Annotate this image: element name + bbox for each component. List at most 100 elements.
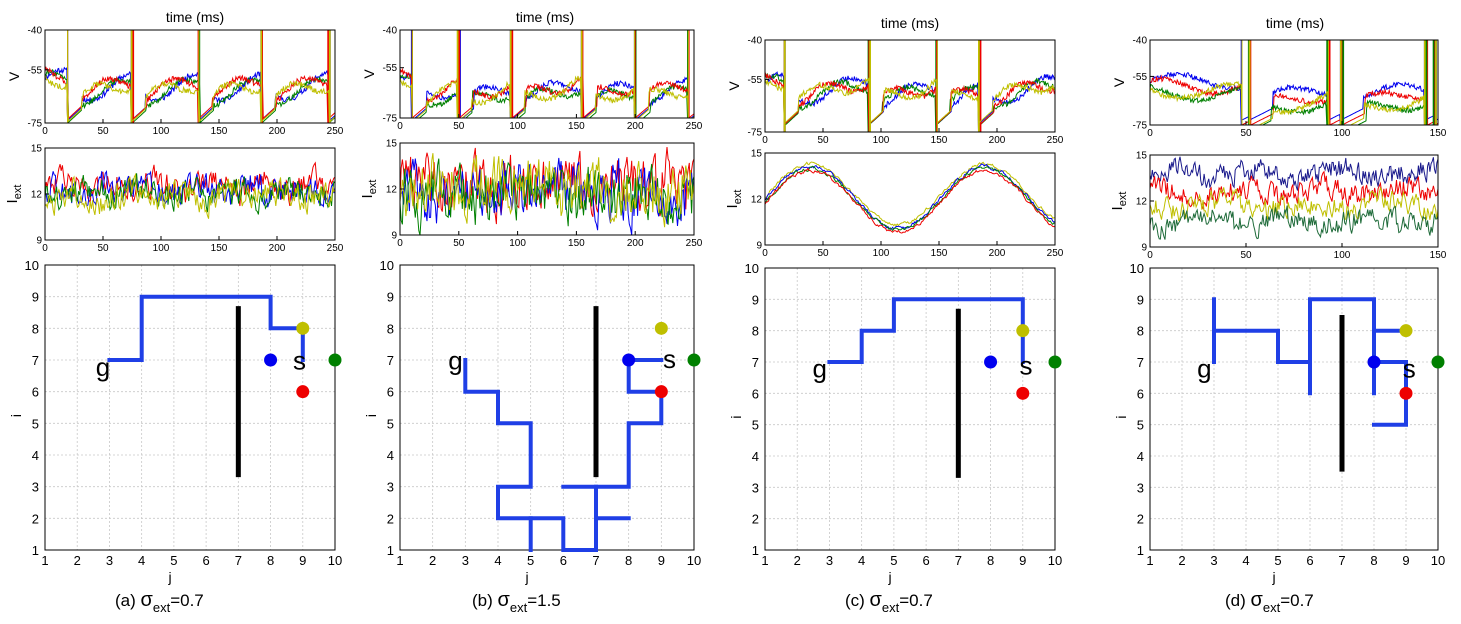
grid-y-tick-label: 3 <box>752 480 759 495</box>
voltage-series-green <box>765 40 1055 132</box>
grid-y-tick-label: 8 <box>387 321 394 336</box>
voltage-ylabel: V <box>6 71 22 81</box>
grid-y-tick-label: 10 <box>745 261 759 276</box>
caption-sigma: σ <box>1251 589 1264 611</box>
voltage-series-blue <box>1150 40 1438 125</box>
grid-chart: 11 2 2 3 3 4 4 5 5 6 6 7 7 8 8 9 9 10 10 j i g s <box>8 258 342 585</box>
grid-y-tick-label: 4 <box>387 448 394 463</box>
grid-x-tick-label: 9 <box>1019 553 1026 568</box>
grid-x-tick-label: 6 <box>560 553 567 568</box>
grid-ylabel: i <box>363 414 379 417</box>
grid-x-tick-label: 9 <box>1402 553 1409 568</box>
voltage-x-tick-label: 150 <box>1430 128 1447 139</box>
grid-x-tick-label: 9 <box>299 553 306 568</box>
grid-y-tick-label: 5 <box>752 418 759 433</box>
caption-value: =1.5 <box>527 591 561 610</box>
voltage-x-tick-label: 50 <box>817 135 829 146</box>
current-chart: 0 50 100 150 9 12 15 Iext <box>1109 151 1447 262</box>
current-x-tick-label: 150 <box>211 243 228 254</box>
current-y-tick-label: 12 <box>1136 197 1148 208</box>
voltage-y-tick-label: -55 <box>1133 72 1148 83</box>
voltage-x-tick-label: 250 <box>686 121 703 132</box>
grid-y-tick-label: 3 <box>387 480 394 495</box>
grid-x-tick-label: 5 <box>1274 553 1281 568</box>
grid-chart: 11 2 2 3 3 4 4 5 5 6 6 7 7 8 8 9 9 10 10 j i g s <box>728 261 1062 585</box>
neuron-point-red <box>1399 386 1413 400</box>
panel-caption: (d) σext=0.7 <box>1225 589 1314 615</box>
voltage-series-yellow <box>765 40 1055 132</box>
voltage-series-blue <box>765 40 1055 132</box>
grid-x-tick-label: 5 <box>170 553 177 568</box>
voltage-series-red <box>765 40 1055 132</box>
voltage-x-tick-label: 100 <box>509 121 526 132</box>
voltage-chart: time (ms) 0 50 100 150 200 250 -40 -55 -75 V <box>361 9 703 132</box>
voltage-axes <box>1149 39 1439 126</box>
caption-value: =0.7 <box>899 591 933 610</box>
grid-y-tick-label: 8 <box>1137 324 1144 339</box>
neuron-point-yellow <box>1399 324 1413 338</box>
voltage-series-green <box>45 30 335 123</box>
current-chart: 0 50 100 150 200 250 9 12 15 Iext <box>359 139 703 250</box>
grid-y-tick-label: 4 <box>1137 449 1144 464</box>
panel-caption: (b) σext=1.5 <box>472 589 561 615</box>
grid-axes <box>764 267 1056 551</box>
current-ylabel-main: I <box>1109 206 1126 210</box>
voltage-x-tick-label: 0 <box>1147 128 1153 139</box>
current-series-red <box>765 167 1055 234</box>
grid-y-tick-label: 4 <box>752 449 759 464</box>
neuron-point-red <box>1016 386 1030 400</box>
voltage-x-tick-label: 200 <box>989 135 1006 146</box>
voltage-series-yellow <box>45 30 335 123</box>
caption-prefix: (a) <box>115 591 141 610</box>
grid-x-tick-label: 7 <box>592 553 599 568</box>
agent-path <box>1212 328 1312 396</box>
current-x-tick-label: 150 <box>1430 250 1447 261</box>
voltage-series-yellow <box>1150 40 1437 125</box>
grid-x-tick-label: 7 <box>955 553 962 568</box>
agent-path <box>827 297 1025 364</box>
current-y-tick-label: 15 <box>386 139 398 150</box>
current-series-blue <box>765 163 1055 230</box>
current-series-yellow <box>400 153 694 228</box>
grid-axes <box>44 264 336 551</box>
grid-x-tick-label: 10 <box>1048 553 1062 568</box>
current-x-tick-label: 0 <box>397 238 403 249</box>
panel-caption: (a) σext=0.7 <box>115 589 204 615</box>
current-series-green <box>45 173 335 215</box>
voltage-series-red <box>45 30 335 123</box>
caption-prefix: (b) <box>472 591 498 610</box>
grid-x-tick-label: 8 <box>987 553 994 568</box>
start-label: s <box>663 344 676 374</box>
voltage-y-tick-label: -55 <box>383 63 398 74</box>
voltage-x-tick-label: 50 <box>97 126 109 137</box>
current-x-tick-label: 0 <box>42 243 48 254</box>
current-y-tick-label: 15 <box>1136 151 1148 162</box>
current-x-tick-label: 250 <box>1047 248 1064 259</box>
grid-y-tick-label: 1 <box>1137 543 1144 558</box>
grid-x-tick-label: 9 <box>658 553 665 568</box>
current-lines <box>1150 156 1438 240</box>
grid-axes <box>1149 267 1439 551</box>
voltage-y-tick-label: -75 <box>1133 121 1148 132</box>
grid-y-tick-label: 10 <box>25 258 39 273</box>
grid-y-tick-label: 4 <box>32 448 39 463</box>
grid-y-tick-label: 5 <box>1137 418 1144 433</box>
grid-x-tick-label: 2 <box>794 553 801 568</box>
voltage-title: time (ms) <box>1266 15 1324 31</box>
voltage-x-tick-label: 250 <box>327 126 344 137</box>
grid-x-tick-label: 10 <box>328 553 342 568</box>
grid-x-tick-label: 1 <box>1146 553 1153 568</box>
voltage-axes <box>44 29 336 124</box>
voltage-y-tick-label: -75 <box>748 128 763 139</box>
neuron-point-blue <box>1367 355 1381 369</box>
voltage-y-tick-label: -40 <box>28 26 43 37</box>
grid-x-tick-label: 10 <box>687 553 701 568</box>
current-x-tick-label: 50 <box>817 248 829 259</box>
voltage-series-green <box>1150 40 1435 125</box>
current-ylabel-sub: ext <box>1117 192 1129 207</box>
grid-y-tick-label: 9 <box>1137 292 1144 307</box>
grid-x-tick-label: 2 <box>429 553 436 568</box>
